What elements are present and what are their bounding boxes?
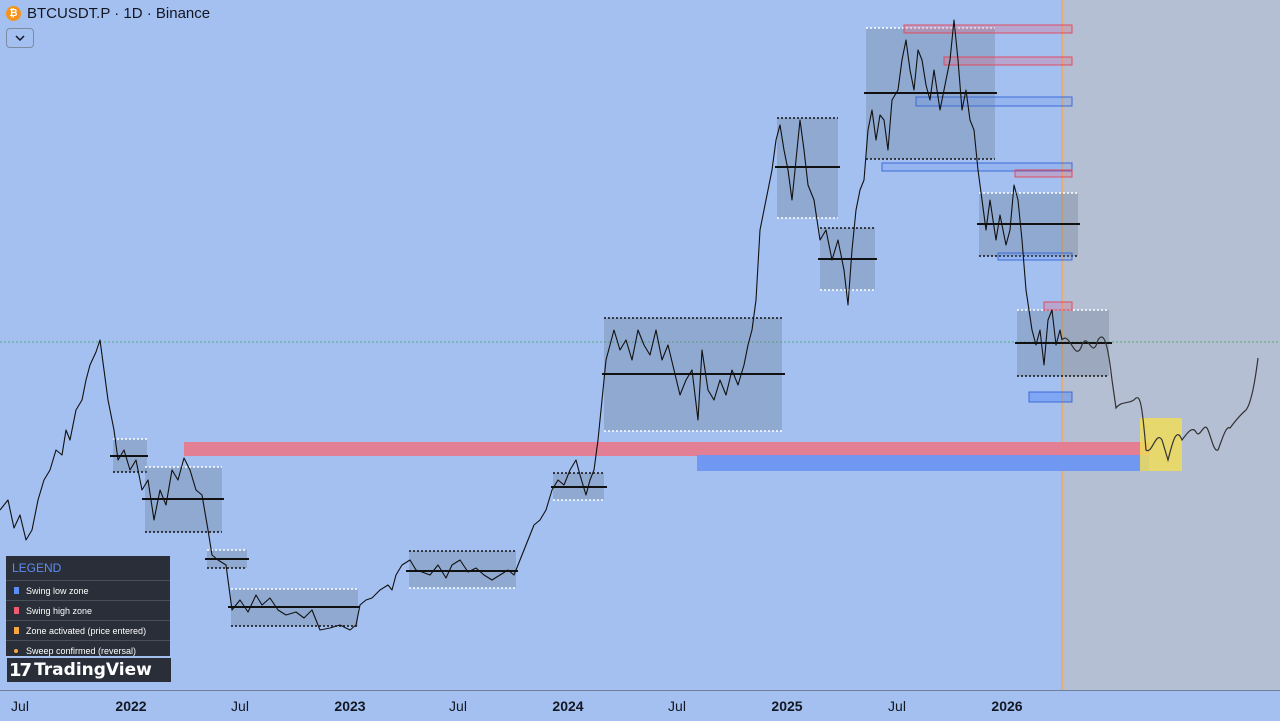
price-line [0, 19, 1063, 631]
time-axis-tick: Jul [449, 698, 467, 714]
range-box [1015, 309, 1112, 377]
forecast-path [1061, 336, 1259, 463]
time-axis-tick: 2026 [991, 698, 1023, 714]
swing-low-swatch [13, 587, 19, 594]
legend-item-label: Swing high zone [26, 605, 93, 616]
range-box [977, 192, 1080, 257]
legend-item-label: Sweep confirmed (reversal) [26, 645, 137, 656]
time-axis-tick: 2025 [771, 698, 803, 714]
range-box [142, 466, 224, 533]
range-box [406, 550, 518, 589]
range-box [602, 317, 785, 432]
time-axis-tick: Jul [11, 698, 29, 714]
range-box [551, 472, 607, 501]
legend-item-label: Zone activated (price entered) [26, 625, 147, 636]
forecast-area [1062, 0, 1280, 690]
small-swing-zones [881, 24, 1073, 403]
legend-item: Swing low zone [6, 581, 170, 601]
symbol-label[interactable]: BTCUSDT.P · 1D · Binance [27, 4, 211, 22]
legend-item-label: Swing low zone [26, 585, 89, 596]
range-box [818, 227, 877, 291]
time-axis-tick: Jul [231, 698, 249, 714]
collapse-button[interactable] [6, 28, 34, 48]
swing-low-zone [697, 455, 1149, 471]
price-chart[interactable] [0, 0, 1280, 690]
swing-high-zone [1043, 301, 1073, 311]
tradingview-wordmark: TradingView [34, 660, 152, 680]
legend-item: Zone activated (price entered) [6, 621, 170, 641]
time-axis-tick: 2023 [334, 698, 366, 714]
time-axis[interactable]: Jul 2022 Jul 2023 Jul 2024 Jul 2025 Jul … [0, 690, 1280, 721]
range-box [205, 549, 249, 569]
activation-zone [1140, 418, 1182, 471]
zone-activated-swatch [13, 627, 19, 634]
tradingview-mark-icon: 17 [9, 659, 32, 681]
range-box [228, 588, 360, 627]
time-axis-tick: 2024 [552, 698, 584, 714]
chevron-down-icon [15, 35, 25, 41]
swing-high-swatch [13, 607, 19, 614]
legend-title: LEGEND [6, 556, 170, 581]
legend-item: Swing high zone [6, 601, 170, 621]
swing-low-zone [997, 252, 1073, 261]
swing-high-zone [943, 56, 1073, 66]
bitcoin-icon: ₿ [6, 5, 21, 21]
swing-low-zone [915, 96, 1073, 107]
legend-item: Sweep confirmed (reversal) [6, 641, 170, 660]
range-box [110, 438, 148, 473]
time-axis-tick: 2022 [115, 698, 147, 714]
time-axis-tick: Jul [668, 698, 686, 714]
tradingview-logo[interactable]: 17 TradingView [7, 658, 171, 682]
symbol-header: ₿ BTCUSDT.P · 1D · Binance [6, 4, 210, 22]
swing-high-zone [903, 24, 1073, 34]
range-box [775, 117, 840, 219]
sweep-confirmed-dot [14, 648, 18, 653]
legend-panel: LEGEND Swing low zone Swing high zone Zo… [6, 556, 170, 656]
swing-high-zone [1014, 169, 1073, 178]
time-axis-tick: Jul [888, 698, 906, 714]
swing-high-zone [184, 442, 1149, 456]
swing-low-zone [1028, 391, 1073, 403]
